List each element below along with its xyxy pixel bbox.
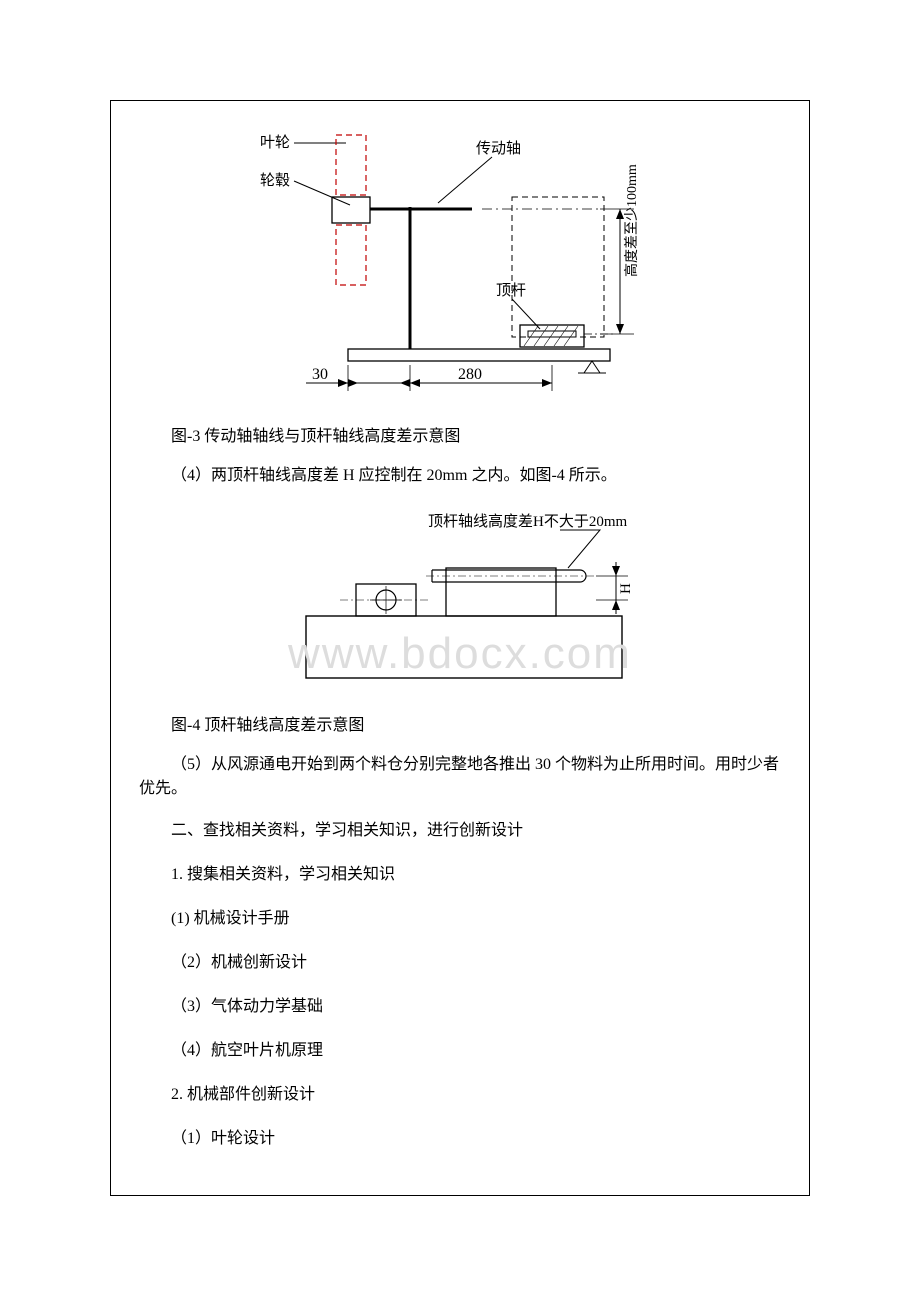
figure-4-svg: 顶杆轴线高度差H不大于20mm (260, 506, 660, 696)
item-2-1-4: （4）航空叶片机原理 (139, 1039, 781, 1063)
pushrod-rod (528, 331, 576, 337)
dim-30: 30 (312, 366, 328, 383)
label-hub: 轮毂 (260, 172, 290, 189)
figure-4-caption: 图-4 顶杆轴线高度差示意图 (139, 711, 781, 735)
paragraph-4: （4）两顶杆轴线高度差 H 应控制在 20mm 之内。如图-4 所示。 (139, 464, 781, 488)
figure-3-caption: 图-3 传动轴轴线与顶杆轴线高度差示意图 (139, 422, 781, 446)
item-2-1-1: (1) 机械设计手册 (139, 907, 781, 931)
label-shaft: 传动轴 (476, 140, 521, 157)
item-2-1: 1. 搜集相关资料，学习相关知识 (139, 863, 781, 887)
section-2-title: 二、查找相关资料，学习相关知识，进行创新设计 (139, 819, 781, 843)
dim-280: 280 (458, 366, 482, 383)
item-2-2: 2. 机械部件创新设计 (139, 1083, 781, 1107)
label-heightdiff: 高度差至少100mm (623, 164, 640, 277)
content-cell: 叶轮 轮毂 传动轴 (111, 101, 809, 1195)
paragraph-5: （5）从风源通电开始到两个料仓分别完整地各推出 30 个物料为止所用时间。用时少… (139, 753, 781, 801)
figure4-title: 顶杆轴线高度差H不大于20mm (428, 513, 628, 530)
base-plate (348, 349, 610, 361)
figure-3: 叶轮 轮毂 传动轴 (139, 117, 781, 412)
right-dashed-box (512, 197, 604, 337)
item-2-1-2: （2）机械创新设计 (139, 951, 781, 975)
item-2-2-1: （1）叶轮设计 (139, 1127, 781, 1151)
label-pushrod: 顶杆 (496, 282, 526, 299)
item-2-1-3: （3）气体动力学基础 (139, 995, 781, 1019)
dim-h: H (618, 583, 634, 594)
figure-3-svg: 叶轮 轮毂 传动轴 (240, 117, 680, 407)
label-impeller: 叶轮 (260, 134, 290, 151)
right-block (446, 568, 556, 616)
fulcrum-icon (584, 361, 600, 373)
figure-4: 顶杆轴线高度差H不大于20mm (139, 506, 781, 701)
page-border: www.bdocx.com 叶轮 轮毂 传动轴 (110, 100, 810, 1196)
hub-rect (332, 197, 370, 223)
impeller-outline (336, 135, 366, 285)
base-block (306, 616, 622, 678)
